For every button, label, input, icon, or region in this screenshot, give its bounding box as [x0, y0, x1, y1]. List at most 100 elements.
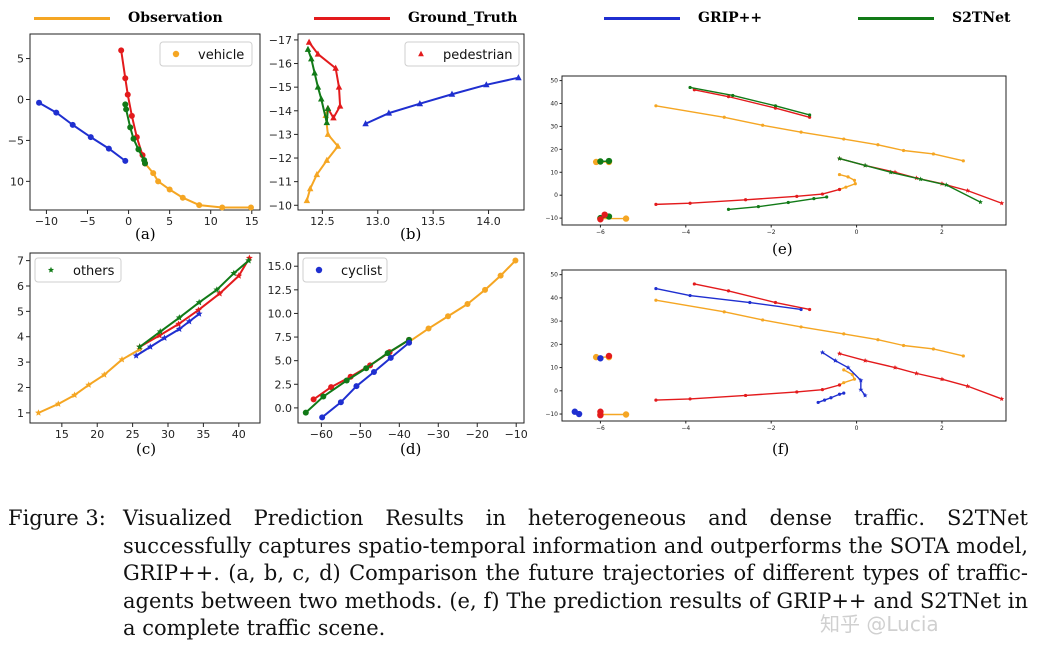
data-point-e-0-1	[722, 115, 726, 119]
data-point-f-1-1	[850, 372, 854, 377]
data-point-f-8-2	[743, 393, 748, 398]
y-tick-label-f: 50	[550, 272, 558, 279]
x-tick-label-c: 40	[232, 428, 246, 441]
series-f-grip-	[819, 349, 868, 398]
series-e-ground-truth	[597, 211, 608, 223]
data-point-f-13-1	[597, 411, 604, 419]
y-tick-label-e: 50	[550, 78, 558, 85]
x-tick-label-b: 14.0	[476, 215, 501, 228]
plot-legend-box-b	[404, 41, 520, 67]
data-point-e-0-8	[961, 159, 965, 163]
data-point-d-1-0	[310, 396, 317, 403]
plot-legend-marker-b	[418, 50, 424, 57]
x-tick-label-a: 15	[245, 215, 259, 228]
series-f-ground-truth	[654, 383, 842, 402]
data-point-a-0-5	[196, 202, 203, 209]
legend-swatch-observation	[34, 16, 110, 20]
y-tick-label-c: 4	[17, 331, 24, 344]
data-point-f-6-2	[773, 300, 778, 305]
legend-label-s2tnet: S2TNet	[952, 10, 1011, 26]
series-line-e-5	[839, 157, 981, 203]
panel-label-f: (f)	[772, 440, 790, 458]
data-point-f-1-0	[842, 368, 846, 372]
chart-d: −60 −50 −40 −30 −20 −10 0.0 2.5 5.0 7.5 10.0 12.5 15…	[268, 252, 528, 441]
x-tick-label-b: 13.0	[366, 215, 391, 228]
plot-legend-c: others	[34, 257, 122, 283]
y-tick-label-f: 20	[550, 341, 558, 348]
panel-b: 12.5 13.0 13.5 14.0 −10 −11 −12 −13 −14 −15 −16 −17…	[0, 0, 540, 250]
data-point-f-4-4	[939, 376, 945, 382]
data-point-c-2-1	[156, 328, 164, 335]
data-point-b-0-0	[303, 196, 311, 204]
series-a-grip-	[36, 99, 129, 164]
data-point-f-10-0	[597, 355, 604, 362]
series-f-ground-truth	[692, 282, 812, 312]
series-e-s2tnet	[688, 85, 812, 117]
data-point-c-2-4	[213, 286, 221, 293]
data-point-e-10-1	[605, 157, 613, 165]
series-line-d-2	[305, 339, 410, 414]
data-point-b-1-6	[305, 38, 313, 45]
data-point-e-5-2	[888, 169, 894, 175]
series-e-s2tnet	[837, 155, 983, 205]
data-point-f-4-0	[837, 351, 842, 356]
plot-legend-marker-c	[47, 266, 55, 273]
data-point-f-0-8	[961, 354, 965, 358]
data-point-c-0-4	[100, 371, 108, 378]
data-point-f-1-3	[842, 381, 846, 385]
series-d-s2tnet	[302, 336, 413, 416]
data-point-c-1-1	[156, 331, 163, 339]
series-b-ground-truth	[305, 38, 344, 121]
data-point-f-0-7	[931, 347, 936, 351]
data-point-f-7-1	[688, 293, 692, 298]
x-tick-label-c: 25	[126, 428, 140, 441]
y-tick-label-d: 15.0	[268, 260, 293, 273]
data-point-e-8-2	[743, 198, 748, 202]
data-point-e-5-1	[862, 162, 868, 168]
data-point-f-5-5	[862, 392, 868, 398]
data-point-c-0-0	[35, 409, 42, 416]
data-point-b-1-2	[336, 102, 344, 109]
data-point-e-4-5	[965, 188, 971, 193]
data-point-f-4-3	[913, 370, 919, 376]
data-point-e-3-1	[622, 215, 630, 222]
data-point-c-0-6	[136, 345, 144, 353]
series-line-f-8	[655, 384, 840, 401]
plot-area-e	[561, 75, 1007, 226]
data-point-b-3-4	[483, 81, 490, 88]
data-point-e-0-3	[799, 130, 803, 134]
plot-legend-marker-a	[172, 50, 180, 58]
panel-e: −6 −4 −2 0 2 −10 0 10 20 30 40 50 (e)	[0, 0, 1039, 270]
data-point-f-8-0	[654, 398, 658, 402]
data-point-d-0-1	[425, 325, 432, 332]
data-point-a-0-4	[179, 194, 186, 201]
data-point-a-0-7	[247, 204, 254, 211]
y-tick-label-a: 0	[17, 93, 24, 106]
data-point-f-4-2	[892, 364, 898, 370]
y-tick-label-b: −17	[269, 34, 292, 47]
y-tick-label-a: −5	[8, 134, 24, 147]
legend-label-ground-truth: Ground_Truth	[408, 10, 518, 26]
data-point-b-3-0	[362, 120, 369, 127]
data-point-e-7-2	[773, 104, 778, 108]
series-a-observation	[142, 160, 254, 211]
data-point-b-2-0	[324, 104, 332, 111]
y-tick-label-c: 7	[17, 255, 24, 268]
data-point-d-0-2	[445, 313, 452, 320]
data-point-f-0-2	[761, 318, 765, 322]
x-tick-label-c: 35	[196, 428, 210, 441]
data-point-c-3-1	[146, 343, 154, 350]
plot-legend-box-a	[159, 41, 253, 67]
y-tick-label-e: 30	[550, 123, 558, 130]
panel-c: 15 20 25 30 35 40 1 2 3 4 5 6 7 others (c)	[0, 0, 270, 470]
data-point-c-3-5	[195, 310, 203, 317]
series-f-ground-truth	[597, 408, 604, 419]
series-e-ground-truth	[692, 88, 812, 119]
data-point-c-3-0	[132, 352, 140, 359]
data-point-c-3-3	[175, 325, 183, 333]
data-point-c-0-3	[85, 381, 93, 388]
data-point-e-8-1	[688, 201, 692, 205]
series-line-e-8	[655, 188, 840, 206]
data-point-d-3-2	[353, 383, 360, 390]
x-tick-label-e: −4	[681, 229, 690, 236]
